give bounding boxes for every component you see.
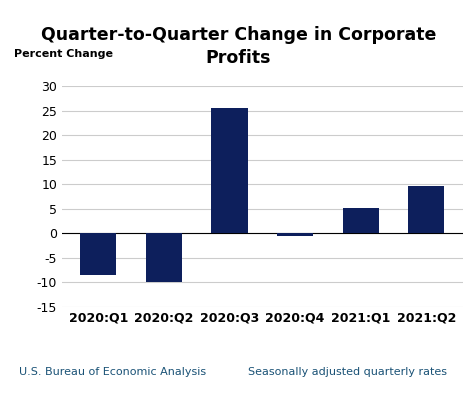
Text: Seasonally adjusted quarterly rates: Seasonally adjusted quarterly rates bbox=[248, 367, 446, 377]
Text: Quarter-to-Quarter Change in Corporate: Quarter-to-Quarter Change in Corporate bbox=[41, 26, 435, 44]
Bar bbox=[211, 108, 247, 233]
Bar bbox=[277, 233, 313, 236]
Bar bbox=[146, 233, 181, 282]
Bar bbox=[80, 233, 116, 275]
Text: Profits: Profits bbox=[205, 49, 271, 67]
Bar bbox=[407, 186, 444, 233]
Text: Percent Change: Percent Change bbox=[14, 49, 113, 59]
Bar bbox=[342, 208, 378, 233]
Text: U.S. Bureau of Economic Analysis: U.S. Bureau of Economic Analysis bbox=[19, 367, 206, 377]
